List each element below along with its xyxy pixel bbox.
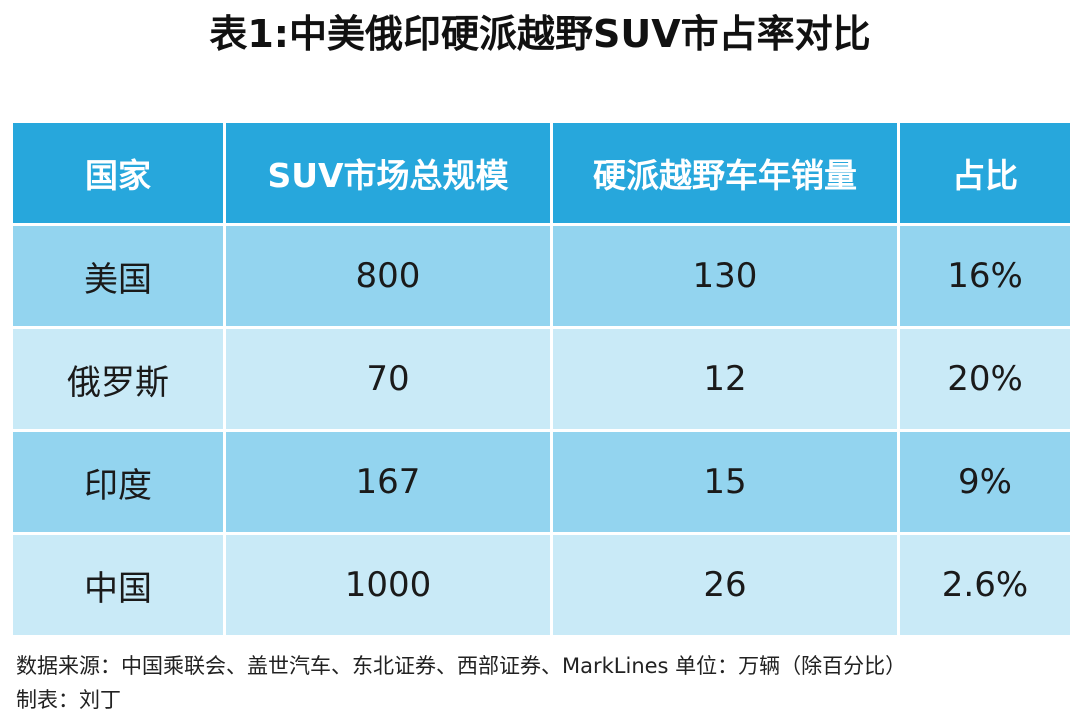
table-cell: 20% xyxy=(897,326,1073,432)
table-cell: 167 xyxy=(223,429,553,535)
column-header-country: 国家 xyxy=(10,120,226,226)
table-cell: 130 xyxy=(550,223,900,329)
table-cell: 16% xyxy=(897,223,1073,329)
table-cell: 中国 xyxy=(10,532,226,638)
table-row: 美国 800 130 16% xyxy=(10,223,1073,329)
source-note: 数据来源：中国乘联会、盖世汽车、东北证券、西部证券、MarkLines 单位：万… xyxy=(16,654,907,678)
table-row: 俄罗斯 70 12 20% xyxy=(10,326,1073,432)
table-cell: 9% xyxy=(897,429,1073,535)
table-cell: 70 xyxy=(223,326,553,432)
table-cell: 12 xyxy=(550,326,900,432)
table-header-row: 国家 SUV市场总规模 硬派越野车年销量 占比 xyxy=(10,120,1073,226)
author-note: 制表：刘丁 xyxy=(16,688,121,712)
table-cell: 800 xyxy=(223,223,553,329)
table-cell: 2.6% xyxy=(897,532,1073,638)
table-cell: 美国 xyxy=(10,223,226,329)
table-cell: 印度 xyxy=(10,429,226,535)
column-header-offroad-sales: 硬派越野车年销量 xyxy=(550,120,900,226)
table-row: 印度 167 15 9% xyxy=(10,429,1073,535)
table-cell: 俄罗斯 xyxy=(10,326,226,432)
table-row: 中国 1000 26 2.6% xyxy=(10,532,1073,638)
table-cell: 26 xyxy=(550,532,900,638)
data-table: 国家 SUV市场总规模 硬派越野车年销量 占比 美国 800 130 16% 俄… xyxy=(10,120,1073,638)
column-header-suv-market-size: SUV市场总规模 xyxy=(223,120,553,226)
page-title: 表1:中美俄印硬派越野SUV市占率对比 xyxy=(209,12,871,56)
table-cell: 1000 xyxy=(223,532,553,638)
column-header-share: 占比 xyxy=(897,120,1073,226)
table-cell: 15 xyxy=(550,429,900,535)
